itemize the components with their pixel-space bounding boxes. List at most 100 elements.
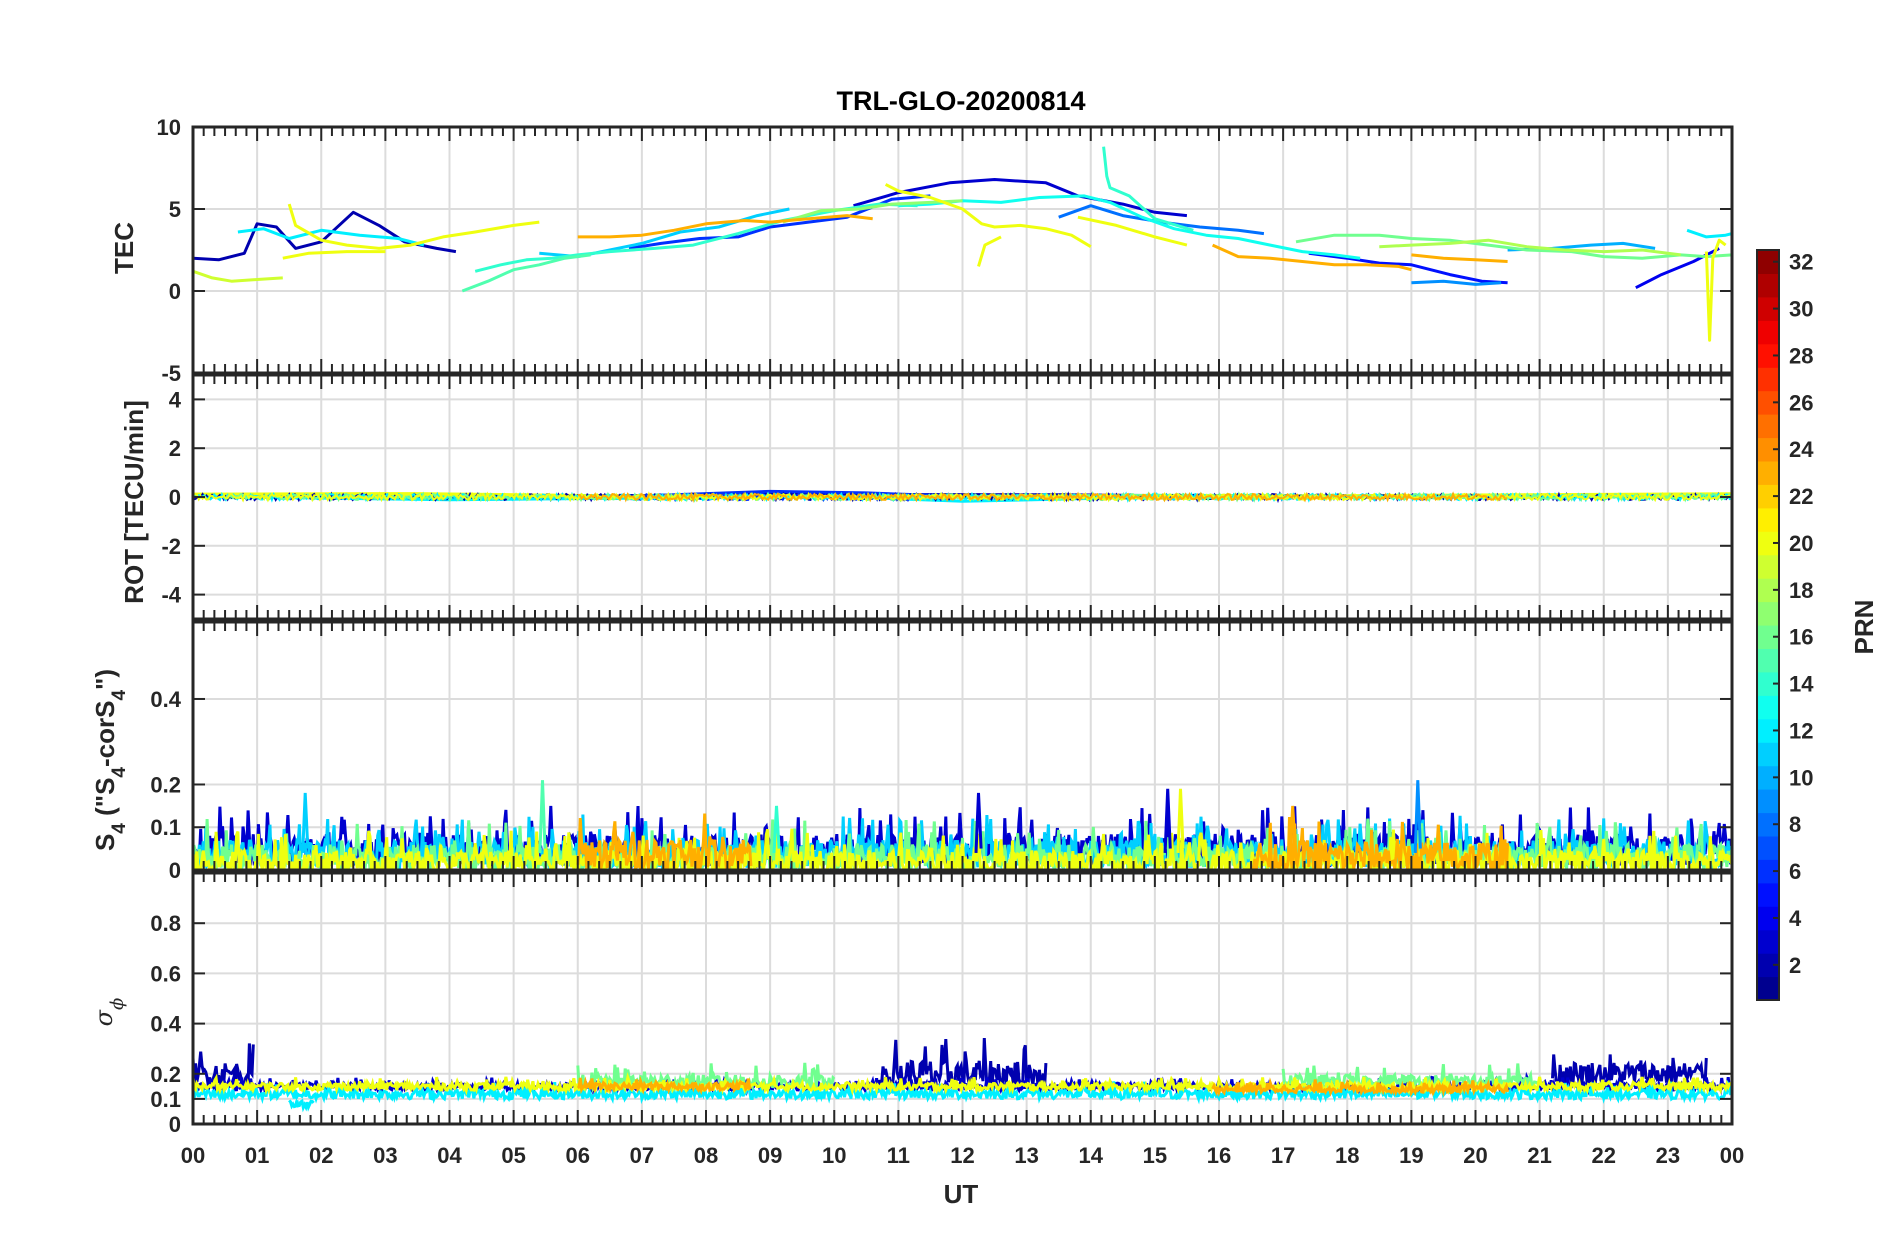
sigma-dip-prn-12 <box>288 1098 315 1113</box>
x-tick-label: 04 <box>437 1143 462 1168</box>
colorbar-tick-label: 26 <box>1789 390 1813 415</box>
tec-series-prn-23 <box>1211 243 1412 272</box>
tec-series-prn-23 <box>577 214 873 239</box>
tec-series-prn-20 <box>287 203 540 250</box>
tec-series-prn-20 <box>884 183 1092 248</box>
s4-peak-prn-14 <box>772 805 781 853</box>
colorbar-cell-28 <box>1757 343 1779 368</box>
colorbar-cell-13 <box>1757 695 1779 720</box>
colorbar-cell-32 <box>1757 250 1779 274</box>
sigma-y-tick-label: 0.8 <box>150 911 181 936</box>
rot-y-axis-label: ROT [TECU/min] <box>119 400 149 604</box>
x-tick-label: 05 <box>501 1143 525 1168</box>
colorbar-cell-9 <box>1757 789 1779 814</box>
colorbar-tick-label: 10 <box>1789 765 1813 790</box>
colorbar-frame <box>1756 249 1780 1001</box>
x-tick-label: 02 <box>309 1143 333 1168</box>
sigma-phi-panel: 00.10.2 0.4 0.6 0.8 <box>150 871 1734 1137</box>
s4-trace-prn-16 <box>193 818 1732 870</box>
sigma-frame <box>191 871 1734 1126</box>
x-tick-label: 11 <box>887 1143 910 1168</box>
colorbar-cell-4 <box>1757 906 1779 931</box>
tec-series-prn-12 <box>1686 228 1732 239</box>
colorbar-tick-label: 22 <box>1789 484 1813 509</box>
tec-series-prn-13 <box>898 194 1361 260</box>
colorbar-tick-label: 4 <box>1789 906 1802 931</box>
colorbar-cell-24 <box>1757 437 1779 462</box>
tec-series-prn-20 <box>1077 215 1188 247</box>
x-tick-label: 16 <box>1207 1143 1231 1168</box>
colorbar-cell-31 <box>1757 273 1779 298</box>
x-tick-label: 07 <box>630 1143 654 1168</box>
colorbar-tick-label: 2 <box>1789 953 1801 978</box>
tec-series-prn-20 <box>977 235 1002 267</box>
sigma-y-tick-label: 0.2 <box>150 1062 181 1087</box>
tec-series-prn-19 <box>193 269 283 283</box>
rot-y-tick-label: 2 <box>169 436 181 461</box>
colorbar-tick-label: 18 <box>1789 578 1813 603</box>
colorbar-tick-label: 14 <box>1789 672 1814 697</box>
tec-y-tick-label: -5 <box>161 361 181 386</box>
x-tick-label: 17 <box>1271 1143 1295 1168</box>
colorbar-cell-6 <box>1757 859 1779 884</box>
x-tick-label: 13 <box>1014 1143 1038 1168</box>
x-tick-label: 20 <box>1463 1143 1487 1168</box>
colorbar-cell-16 <box>1757 625 1779 649</box>
sigma-trace-prn-23 <box>1211 1077 1510 1098</box>
x-axis-tick-labels: 00 01 02 03 04 05 06 07 08 09 10 11 12 13 14 15 16 17 18 19… <box>181 1143 1744 1168</box>
tec-panel: -5 0 5 10 <box>157 115 1734 386</box>
s4-peak-prn-11 <box>301 792 310 853</box>
s4-y-tick-label: 0 <box>169 858 181 883</box>
x-tick-label: 21 <box>1527 1143 1551 1168</box>
sigma-trace-prn-12 <box>193 1079 1732 1105</box>
x-tick-label: 22 <box>1592 1143 1616 1168</box>
x-axis-label: UT <box>944 1179 979 1209</box>
colorbar-cell-7 <box>1757 835 1779 860</box>
s4-peak-prn-9 <box>1413 780 1422 853</box>
colorbar-cell-20 <box>1757 531 1779 556</box>
colorbar-tick-label: 30 <box>1789 297 1813 322</box>
tec-series-prn-17 <box>782 199 963 224</box>
rot-y-tick-label: 0 <box>169 485 181 510</box>
rot-y-tick-label: -2 <box>161 534 181 559</box>
tec-series-prn-15 <box>461 253 591 293</box>
tec-series-prn-20 <box>1704 238 1727 342</box>
colorbar-cell-12 <box>1757 718 1779 743</box>
x-tick-label: 18 <box>1335 1143 1359 1168</box>
colorbar-cell-27 <box>1757 367 1779 392</box>
tec-series-prn-18 <box>1379 238 1681 257</box>
x-tick-label: 12 <box>950 1143 974 1168</box>
tec-y-axis-label: TEC <box>109 222 139 274</box>
colorbar-tick-label: 16 <box>1789 625 1813 650</box>
rot-y-tick-label: -4 <box>161 583 181 608</box>
x-tick-label: 14 <box>1079 1143 1104 1168</box>
colorbar-label: PRN <box>1849 600 1879 655</box>
colorbar-tick-label: 12 <box>1789 718 1813 743</box>
chart-title: TRL-GLO-20200814 <box>836 86 1085 116</box>
rot-data <box>193 489 1732 504</box>
colorbar-tick-label: 32 <box>1789 250 1813 275</box>
colorbar-cell-23 <box>1757 460 1779 485</box>
rot-y-tick-label: 4 <box>169 387 182 412</box>
x-tick-label: 15 <box>1143 1143 1167 1168</box>
x-tick-label: 08 <box>694 1143 718 1168</box>
tec-series-prn-5 <box>1308 251 1508 285</box>
x-tick-label: 01 <box>245 1143 269 1168</box>
tec-y-tick-label: 0 <box>169 279 181 304</box>
sigma-trace-prn-20 <box>193 1072 1732 1096</box>
sigma-trace-prn-23 <box>576 1075 752 1096</box>
x-tick-label: 00 <box>1720 1143 1744 1168</box>
colorbar-cell-5 <box>1757 882 1779 907</box>
colorbar-cell-21 <box>1757 507 1779 532</box>
colorbar-cell-1 <box>1757 976 1779 1001</box>
colorbar-cell-19 <box>1757 554 1779 579</box>
colorbar-cell-15 <box>1757 648 1779 673</box>
colorbar-cell-10 <box>1757 765 1779 790</box>
tec-data <box>193 146 1732 342</box>
sigma-y-tick-label: 0.1 <box>150 1087 181 1112</box>
colorbar-cell-17 <box>1757 601 1779 626</box>
x-tick-label: 19 <box>1399 1143 1423 1168</box>
colorbar-tick-label: 28 <box>1789 343 1813 368</box>
